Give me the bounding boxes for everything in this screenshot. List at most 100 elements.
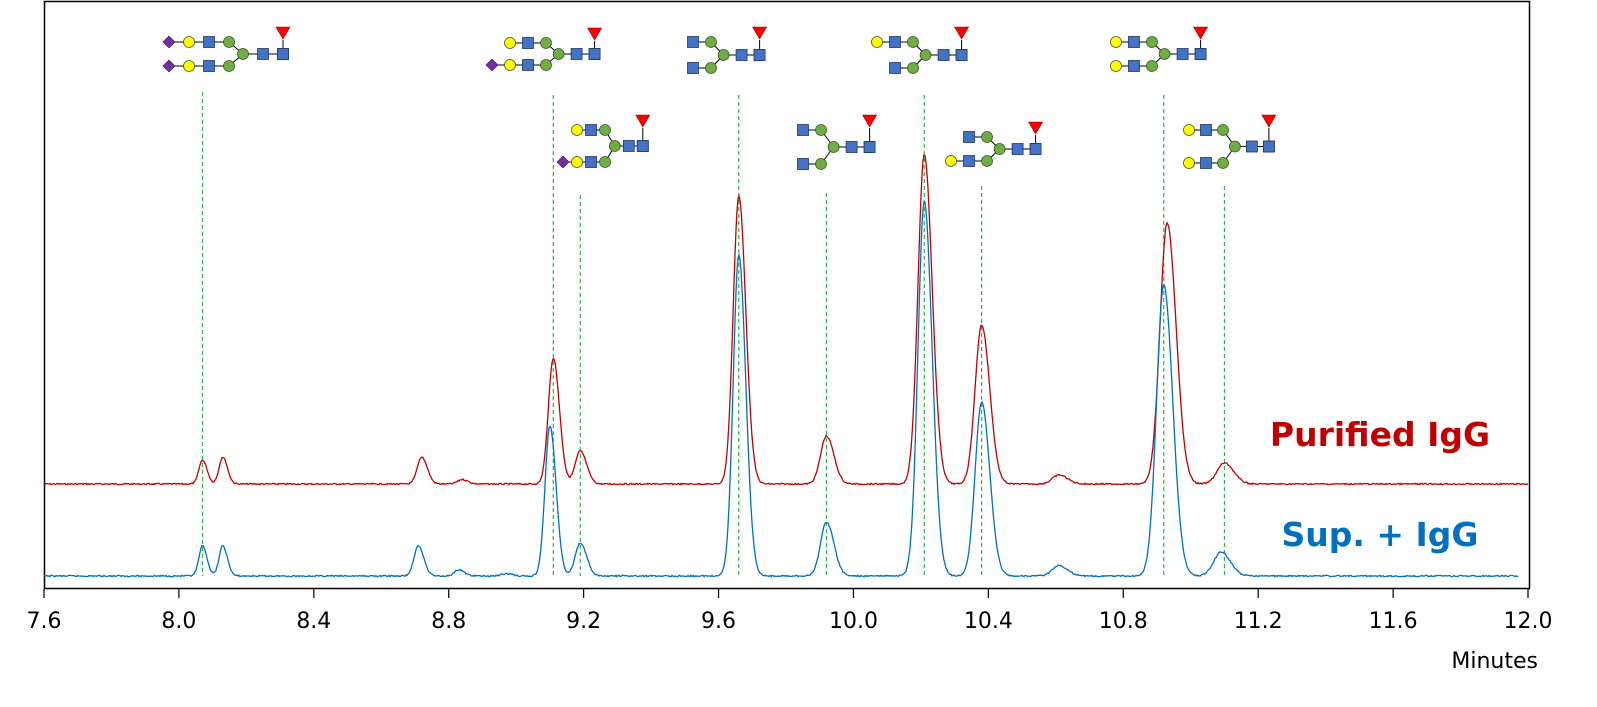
glcnac-square [570,48,583,60]
mannose-circle [540,59,552,71]
glcnac-square [1263,140,1275,153]
glycan-g2f [1110,26,1209,72]
glcnac-square [963,131,975,143]
mannose-circle [223,60,235,72]
x-tick-label: 11.2 [1234,609,1283,634]
fucose-triangle [1028,121,1044,135]
galactose-circle [571,124,583,136]
mannose-circle [827,141,840,153]
glycan-g2fs2 [162,26,291,73]
mannose-circle [223,36,235,48]
x-tick-label: 8.8 [431,609,466,634]
glycan-g2fs1-b [556,114,651,169]
glcnac-square [963,155,975,167]
glcnac-square [622,140,635,152]
glcnac-square [522,59,534,71]
glcnac-square [1246,140,1258,153]
glcnac-square [1200,124,1212,136]
sialic-acid-diamond [485,58,499,72]
glcnac-square [845,141,858,153]
x-tick-label: 10.4 [964,609,1013,634]
glcnac-square [1128,60,1140,72]
mannose-circle [599,156,611,168]
mannose-circle [981,131,993,143]
glcnac-square [203,60,215,72]
mannose-circle [599,124,611,136]
sialic-acid-diamond [162,59,176,73]
glcnac-square [585,124,597,136]
galactose-circle [1110,60,1122,72]
glcnac-square [1029,143,1042,155]
glcnac-square [955,49,968,61]
x-tick-label: 11.6 [1369,609,1418,634]
galactose-circle [504,37,516,49]
x-tick-label: 10.0 [829,609,878,634]
glycan-g2fs1-a [485,27,603,72]
fucose-triangle [862,114,878,128]
mannose-circle [237,48,249,60]
fucose-triangle [587,27,603,41]
glcnac-square [937,49,950,61]
mannose-circle [705,36,717,48]
galactose-circle [571,156,583,168]
mannose-circle [717,49,730,61]
legend-sup-igg: Sup. + IgG [1281,515,1478,554]
x-tick-label: 8.4 [296,609,331,634]
x-tick-label: 10.8 [1099,609,1148,634]
glcnac-square [588,48,601,60]
glycan-g1f-a [871,26,970,74]
glcnac-square [889,36,901,48]
mannose-circle [608,140,621,152]
glycan-g0f-n [797,114,878,170]
glcnac-square [687,36,699,48]
x-tick-label: 12.0 [1504,609,1553,634]
plot-frame [43,0,1531,590]
glycan-g0f [687,26,768,74]
fucose-triangle [954,26,970,40]
glycan-structures [162,26,1277,170]
glcnac-square [277,48,289,60]
fucose-triangle [752,26,768,40]
peak-marker-lines [201,92,1226,576]
galactose-circle [504,59,516,71]
glcnac-square [636,140,649,152]
glcnac-square [735,49,748,61]
sialic-acid-diamond [556,155,570,169]
mannose-circle [919,49,932,61]
galactose-circle [1183,157,1195,169]
mannose-circle [815,158,827,170]
x-tick-label: 9.6 [701,609,736,634]
glcnac-square [1200,157,1212,169]
trace-sup-igg [43,200,1519,578]
x-axis-title: Minutes [1451,649,1538,674]
mannose-circle [1229,140,1241,153]
glcnac-square [797,158,809,170]
mannose-circle [815,124,827,136]
glcnac-square [585,156,597,168]
mannose-circle [993,143,1006,155]
glcnac-square [522,37,534,49]
legend-purified-igg: Purified IgG [1270,415,1490,454]
x-tick-label: 9.2 [566,609,601,634]
mannose-circle [1217,124,1229,136]
fucose-triangle [1193,26,1209,40]
galactose-circle [1110,36,1122,48]
mannose-circle [1146,36,1158,48]
glcnac-square [753,49,766,61]
glcnac-square [257,48,269,60]
galactose-circle [1183,124,1195,136]
mannose-circle [1158,48,1171,60]
glcnac-square [1176,48,1189,60]
glcnac-square [203,36,215,48]
mannose-circle [540,37,552,49]
galactose-circle [183,36,195,48]
sialic-acid-diamond [162,35,176,49]
glycan-g2f-b [1183,114,1277,169]
glcnac-square [797,124,809,136]
glycan-g1f-b [945,121,1044,167]
mannose-circle [705,62,717,74]
glcnac-square [687,62,699,74]
galactose-circle [183,60,195,72]
x-axis: 7.6 8.0 8.4 8.8 9.2 9.6 10.0 10.4 10.8 11.2 11.6 12… [27,589,1553,634]
